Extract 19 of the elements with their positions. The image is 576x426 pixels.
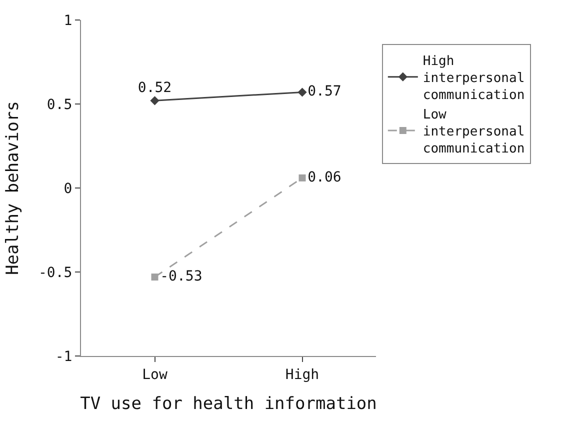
legend-label: High interpersonal communication <box>422 54 525 103</box>
point <box>151 274 158 281</box>
y-tick-label: -0.5 <box>38 264 72 281</box>
x-axis-title: TV use for health information <box>80 394 377 414</box>
data-label: 0.06 <box>308 169 342 186</box>
data-label: 0.52 <box>138 80 172 96</box>
y-tick-label: -1 <box>55 348 72 365</box>
x-tick-label: Low <box>142 366 168 383</box>
data-label: -0.53 <box>160 268 202 285</box>
y-tick-label: 1 <box>64 12 72 29</box>
point <box>150 96 160 106</box>
y-tick-label: 0 <box>64 180 72 197</box>
point <box>298 174 306 182</box>
x-tick-label: High <box>285 366 320 383</box>
y-tick-label: 0.5 <box>46 96 72 113</box>
data-label: 0.57 <box>308 84 342 100</box>
point <box>298 88 307 97</box>
legend-label: Low interpersonal communication <box>422 108 525 157</box>
y-axis-title: Healthy behaviors <box>3 101 24 275</box>
